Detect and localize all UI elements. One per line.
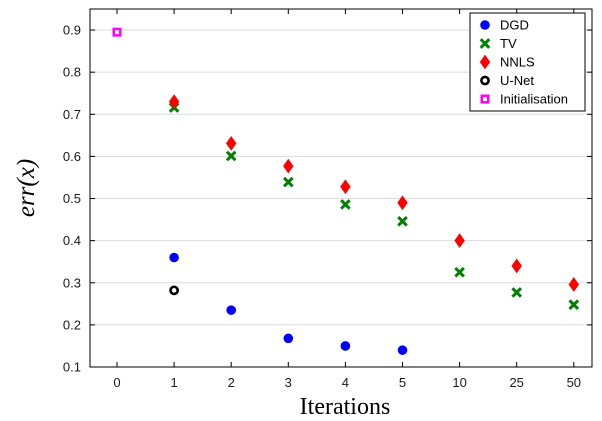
nnls-point [283, 158, 294, 174]
dgd-point [397, 345, 408, 355]
series-tv [168, 102, 580, 310]
tv-point [340, 199, 351, 210]
legend-label-nnls: NNLS [500, 55, 535, 70]
nnls-point [340, 179, 351, 195]
tv-point-stroke-b [225, 150, 237, 162]
y-tick-label: 0.9 [63, 23, 81, 38]
initialisation-point-center [115, 30, 119, 35]
x-tick-label: 10 [452, 375, 466, 390]
dgd-point [340, 341, 351, 351]
legend-label-u-net: U-Net [500, 73, 534, 88]
tv-point-stroke-b [282, 176, 294, 188]
nnls-point [168, 94, 180, 110]
nnls-point [226, 135, 237, 151]
nnls-point [454, 233, 465, 249]
dgd-point [169, 252, 179, 263]
x-axis-ticks: 0 1 2 3 4 5 10 25 50 [113, 9, 581, 390]
series-u-net [169, 285, 179, 296]
y-axis-ticks: 0.1 0.2 0.3 0.4 0.5 0.6 0.7 0.8 0.9 [63, 23, 592, 375]
legend-marker-tv-stroke-b [479, 38, 491, 49]
legend-marker-u-net [480, 75, 490, 86]
nnls-point [397, 195, 408, 211]
tv-point [454, 266, 465, 278]
legend-marker-dgd [480, 20, 490, 30]
tv-point-stroke-b [340, 199, 351, 210]
y-tick-label: 0.5 [63, 191, 81, 206]
x-tick-label: 5 [399, 375, 406, 390]
x-tick-label: 25 [509, 375, 523, 390]
x-axis-title: Iterations [300, 394, 391, 420]
y-tick-label: 0.1 [63, 360, 81, 375]
legend: DGD TV NNLS U-Net Initialisation [469, 12, 586, 112]
y-tick-label: 0.7 [63, 107, 81, 122]
y-tick-label: 0.6 [63, 149, 81, 164]
tv-point-stroke-b [397, 215, 408, 227]
x-tick-label: 4 [342, 375, 349, 390]
legend-marker-initialisation-center [483, 97, 487, 101]
x-tick-label: 3 [285, 375, 292, 390]
tv-point [568, 299, 580, 310]
nnls-point [568, 277, 579, 292]
y-tick-label: 0.3 [63, 275, 81, 290]
y-tick-label: 0.2 [63, 317, 81, 332]
tv-point-stroke-b [511, 287, 523, 298]
series-dgd [169, 252, 408, 355]
tv-point-stroke-b [568, 299, 580, 310]
series-layer [112, 27, 580, 355]
series-nnls [168, 94, 579, 292]
plot-frame [89, 8, 593, 368]
gridlines [90, 29, 592, 368]
u-net-point [169, 285, 179, 296]
legend-marker-tv [479, 38, 491, 49]
legend-marker-nnls [479, 54, 491, 70]
tv-point-stroke-b [454, 266, 465, 278]
x-tick-label: 50 [567, 375, 581, 390]
dgd-point [283, 333, 294, 344]
legend-label-tv: TV [500, 36, 517, 51]
y-axis-title: err(x) [13, 159, 40, 217]
tv-point [511, 287, 523, 298]
tv-point [225, 150, 237, 162]
legend-label-dgd: DGD [500, 18, 529, 33]
tv-point [282, 176, 294, 188]
y-tick-label: 0.4 [63, 233, 81, 248]
legend-label-initialisation: Initialisation [500, 92, 568, 107]
y-tick-label: 0.8 [63, 65, 81, 80]
x-tick-label: 0 [113, 375, 120, 390]
tv-point [397, 215, 408, 227]
x-tick-label: 2 [228, 375, 235, 390]
nnls-point [511, 258, 522, 274]
series-initialisation [112, 27, 122, 37]
dgd-point [226, 305, 236, 315]
x-tick-label: 1 [170, 375, 177, 390]
